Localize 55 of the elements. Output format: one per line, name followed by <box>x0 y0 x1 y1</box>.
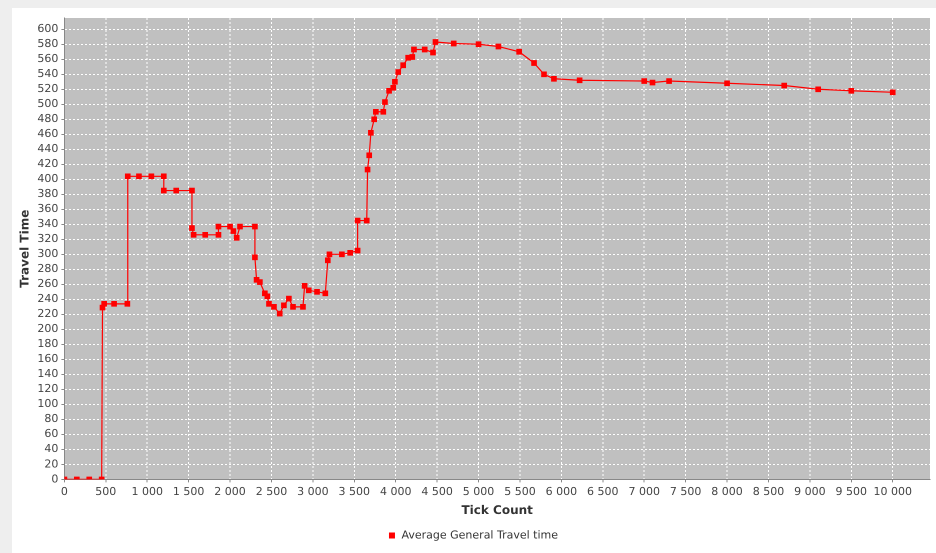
y-tick-label: 580 <box>37 37 58 50</box>
y-tick-label: 540 <box>37 67 58 80</box>
y-tick-label: 460 <box>37 127 58 140</box>
x-tick-label: 7 500 <box>670 484 702 498</box>
x-tick-label: 3 000 <box>297 484 329 498</box>
y-tick-label: 480 <box>37 112 58 126</box>
y-tick-label: 20 <box>44 457 58 470</box>
x-tick-label: 6 000 <box>546 484 578 498</box>
y-tick-label: 500 <box>37 97 58 110</box>
x-tick-label: 0 <box>60 484 68 498</box>
x-tick-label: 10 000 <box>873 484 912 498</box>
x-tick-label: 9 500 <box>836 484 868 498</box>
y-tick-label: 40 <box>44 442 58 456</box>
x-tick-label: 2 000 <box>214 484 246 498</box>
x-tick-label: 4 500 <box>421 484 453 498</box>
y-axis-title: Travel Time <box>17 210 32 288</box>
x-tick-label: 4 000 <box>380 484 412 498</box>
legend-label: Average General Travel time <box>401 528 558 542</box>
y-tick-label: 420 <box>37 157 58 170</box>
x-axis-title: Tick Count <box>461 502 534 517</box>
y-tick-label: 600 <box>37 22 58 36</box>
x-tick-label: 5 500 <box>504 484 536 498</box>
x-tick-label: 8 500 <box>752 484 784 498</box>
y-tick-label: 520 <box>37 82 58 96</box>
y-tick-label: 400 <box>37 172 58 186</box>
y-tick-label: 220 <box>37 307 58 320</box>
y-tick-label: 240 <box>37 292 58 306</box>
x-tick-label: 1 500 <box>172 484 204 498</box>
x-tick-label: 2 500 <box>256 484 288 498</box>
y-tick-label: 80 <box>44 412 58 426</box>
y-tick-label: 60 <box>44 427 58 440</box>
x-tick-label: 3 500 <box>338 484 370 498</box>
y-tick-label: 200 <box>37 322 58 336</box>
y-tick-label: 100 <box>37 397 58 410</box>
y-tick-label: 440 <box>37 142 58 156</box>
y-tick-label: 160 <box>37 352 58 366</box>
y-tick-label: 360 <box>37 202 58 216</box>
x-tick-label: 7 000 <box>628 484 660 498</box>
y-tick-label: 180 <box>37 337 58 350</box>
x-tick-label: 500 <box>95 484 116 498</box>
y-tick-label: 280 <box>37 262 58 276</box>
x-tick-label: 5 000 <box>462 484 494 498</box>
x-tick-label: 9 000 <box>794 484 826 498</box>
y-tick-label: 300 <box>37 247 58 260</box>
x-tick-label: 8 000 <box>711 484 743 498</box>
y-tick-label: 380 <box>37 187 58 200</box>
y-tick-label: 320 <box>37 232 58 246</box>
x-tick-label: 6 500 <box>587 484 619 498</box>
y-tick-label: 260 <box>37 277 58 290</box>
x-tick-label: 1 000 <box>131 484 163 498</box>
y-tick-label: 560 <box>37 52 58 66</box>
y-tick-label: 140 <box>37 367 58 380</box>
y-tick-label: 120 <box>37 382 58 396</box>
y-tick-label: 340 <box>37 217 58 230</box>
y-tick-label: 0 <box>51 472 58 486</box>
